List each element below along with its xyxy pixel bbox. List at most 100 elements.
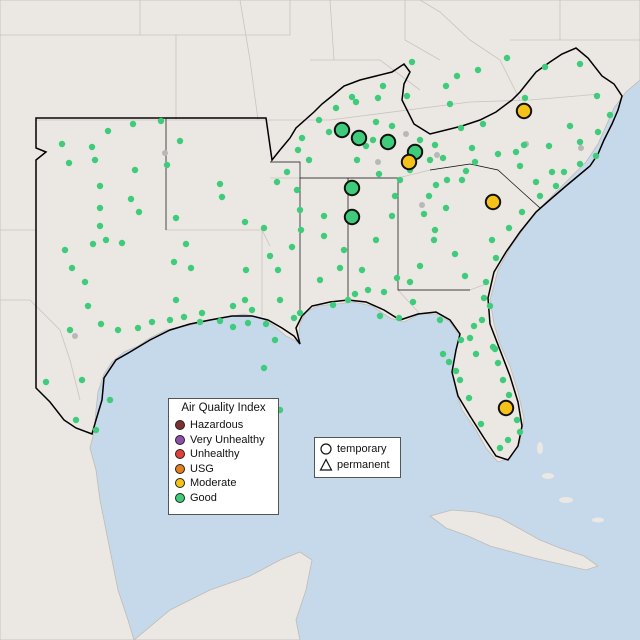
monitor-marker-good[interactable] — [396, 176, 404, 184]
monitor-marker-good[interactable] — [353, 156, 361, 164]
monitor-marker-good[interactable] — [499, 376, 507, 384]
monitor-marker-good[interactable] — [380, 288, 388, 296]
monitor-marker-nodata[interactable] — [162, 150, 168, 156]
monitor-marker-good[interactable] — [68, 264, 76, 272]
monitor-marker-good[interactable] — [504, 436, 512, 444]
monitor-marker-good[interactable] — [176, 137, 184, 145]
monitor-marker-good[interactable] — [513, 416, 521, 424]
monitor-marker-good[interactable] — [290, 314, 298, 322]
monitor-marker-good[interactable] — [182, 240, 190, 248]
monitor-marker-good[interactable] — [294, 146, 302, 154]
monitor-marker-good[interactable] — [358, 266, 366, 274]
monitor-marker-good[interactable] — [479, 120, 487, 128]
monitor-marker-good[interactable] — [416, 136, 424, 144]
monitor-marker-good[interactable] — [374, 94, 382, 102]
monitor-marker-good[interactable] — [465, 394, 473, 402]
monitor-marker-good[interactable] — [332, 104, 340, 112]
monitor-marker-good[interactable] — [266, 252, 274, 260]
monitor-marker-good[interactable] — [518, 208, 526, 216]
monitor-marker-good[interactable] — [442, 82, 450, 90]
monitor-marker-good[interactable] — [505, 224, 513, 232]
monitor-marker-good[interactable] — [297, 226, 305, 234]
monitor-marker-good[interactable] — [336, 264, 344, 272]
monitor-marker-good[interactable] — [439, 350, 447, 358]
monitor-marker-good[interactable] — [351, 290, 359, 298]
monitor-marker-good[interactable] — [288, 243, 296, 251]
monitor-marker-moderate-temporary[interactable] — [515, 102, 533, 120]
monitor-marker-good[interactable] — [65, 159, 73, 167]
monitor-marker-good[interactable] — [271, 336, 279, 344]
monitor-marker-good[interactable] — [576, 160, 584, 168]
monitor-marker-good[interactable] — [362, 142, 370, 150]
monitor-marker-good[interactable] — [244, 319, 252, 327]
monitor-marker-good-temporary[interactable] — [379, 133, 397, 151]
monitor-marker-good[interactable] — [131, 166, 139, 174]
monitor-marker-good[interactable] — [241, 218, 249, 226]
monitor-marker-good[interactable] — [494, 359, 502, 367]
monitor-marker-good[interactable] — [104, 127, 112, 135]
monitor-marker-good[interactable] — [42, 378, 50, 386]
monitor-marker-good[interactable] — [439, 154, 447, 162]
monitor-marker-good[interactable] — [541, 63, 549, 71]
monitor-marker-good[interactable] — [512, 148, 520, 156]
monitor-marker-good[interactable] — [316, 276, 324, 284]
monitor-marker-good[interactable] — [431, 226, 439, 234]
monitor-marker-good[interactable] — [466, 334, 474, 342]
monitor-marker-good[interactable] — [296, 309, 304, 317]
monitor-marker-good[interactable] — [426, 156, 434, 164]
monitor-marker-good[interactable] — [566, 122, 574, 130]
monitor-marker-good[interactable] — [408, 58, 416, 66]
monitor-marker-good[interactable] — [129, 120, 137, 128]
monitor-marker-moderate-temporary[interactable] — [497, 399, 515, 417]
monitor-marker-good[interactable] — [229, 323, 237, 331]
monitor-marker-good[interactable] — [462, 167, 470, 175]
monitor-marker-good[interactable] — [216, 180, 224, 188]
monitor-marker-good[interactable] — [325, 128, 333, 136]
monitor-marker-good[interactable] — [273, 178, 281, 186]
monitor-marker-good[interactable] — [58, 140, 66, 148]
monitor-marker-good[interactable] — [576, 138, 584, 146]
monitor-marker-good[interactable] — [516, 428, 524, 436]
monitor-marker-good[interactable] — [516, 162, 524, 170]
monitor-marker-good[interactable] — [492, 254, 500, 262]
monitor-marker-good[interactable] — [276, 296, 284, 304]
monitor-marker-moderate-temporary[interactable] — [400, 153, 418, 171]
monitor-marker-good[interactable] — [536, 192, 544, 200]
monitor-marker-good[interactable] — [170, 258, 178, 266]
monitor-marker-good-temporary[interactable] — [343, 208, 361, 226]
monitor-marker-good[interactable] — [340, 246, 348, 254]
monitor-marker-good[interactable] — [196, 318, 204, 326]
monitor-marker-good[interactable] — [376, 312, 384, 320]
monitor-marker-good[interactable] — [260, 224, 268, 232]
monitor-marker-good[interactable] — [379, 82, 387, 90]
monitor-marker-good[interactable] — [248, 306, 256, 314]
monitor-marker-good[interactable] — [480, 294, 488, 302]
monitor-marker-nodata[interactable] — [578, 145, 584, 151]
monitor-marker-good[interactable] — [430, 236, 438, 244]
monitor-marker-good-temporary[interactable] — [350, 129, 368, 147]
monitor-marker-good[interactable] — [532, 178, 540, 186]
monitor-marker-good[interactable] — [470, 322, 478, 330]
monitor-marker-good[interactable] — [496, 444, 504, 452]
monitor-marker-good[interactable] — [486, 302, 494, 310]
monitor-marker-good[interactable] — [157, 117, 165, 125]
monitor-marker-good[interactable] — [592, 152, 600, 160]
monitor-marker-good[interactable] — [406, 278, 414, 286]
monitor-marker-good[interactable] — [96, 182, 104, 190]
monitor-marker-good[interactable] — [545, 142, 553, 150]
monitor-marker-good[interactable] — [478, 316, 486, 324]
monitor-marker-good[interactable] — [216, 317, 224, 325]
monitor-marker-good[interactable] — [81, 278, 89, 286]
monitor-marker-good[interactable] — [393, 274, 401, 282]
monitor-marker-good[interactable] — [218, 193, 226, 201]
monitor-marker-good[interactable] — [552, 182, 560, 190]
monitor-marker-good[interactable] — [364, 286, 372, 294]
monitor-marker-good[interactable] — [409, 298, 417, 306]
monitor-marker-good[interactable] — [88, 143, 96, 151]
monitor-marker-good[interactable] — [163, 161, 171, 169]
monitor-marker-good[interactable] — [560, 168, 568, 176]
monitor-marker-good[interactable] — [78, 376, 86, 384]
monitor-marker-good[interactable] — [488, 236, 496, 244]
monitor-marker-good[interactable] — [375, 170, 383, 178]
monitor-marker-good[interactable] — [283, 168, 291, 176]
